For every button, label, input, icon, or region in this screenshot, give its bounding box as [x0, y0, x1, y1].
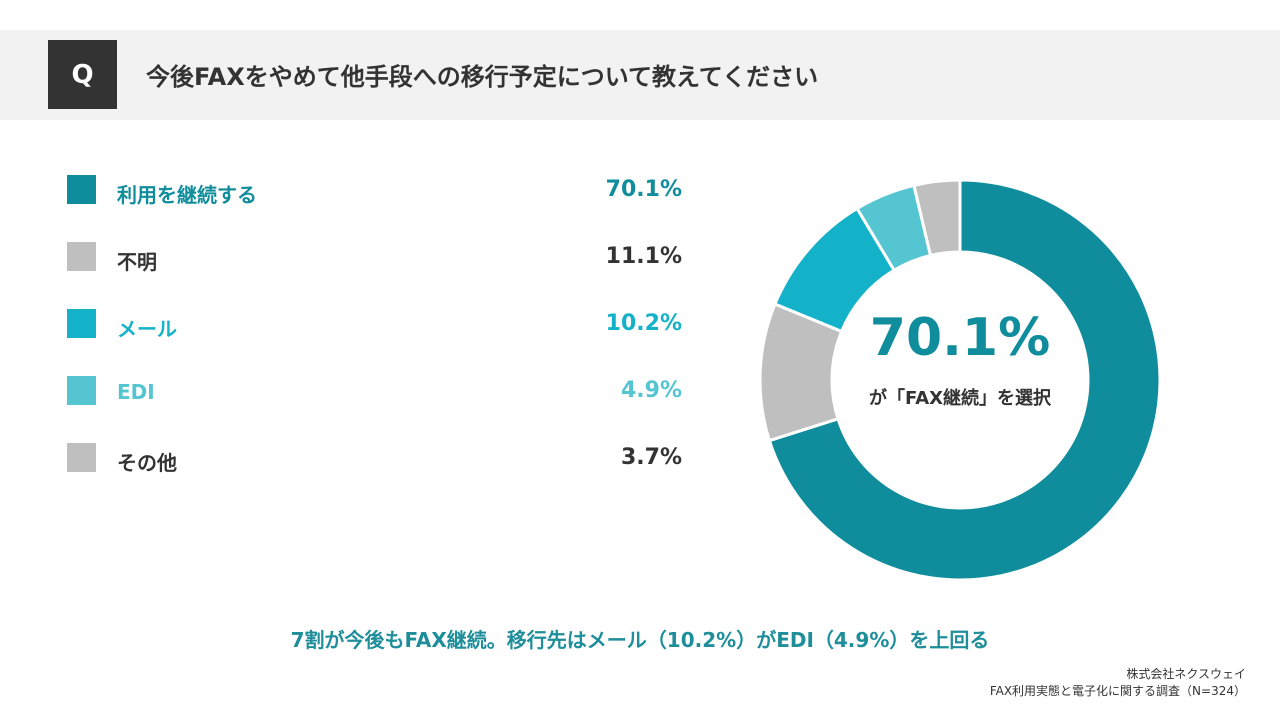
legend-row: 不明 11.1% — [67, 242, 682, 282]
legend-value: 3.7% — [620, 445, 682, 470]
legend-row: メール 10.2% — [67, 309, 682, 349]
legend-swatch — [67, 242, 96, 271]
donut-slice — [912, 180, 962, 258]
legend-value: 4.9% — [620, 378, 682, 403]
question-title: 今後FAXをやめて他手段への移行予定について教えてください — [146, 63, 819, 91]
legend-swatch — [67, 175, 96, 204]
legend-row: その他 3.7% — [67, 443, 682, 483]
legend-label: EDI — [117, 380, 155, 404]
donut-chart: 70.1% が「FAX継続」を選択 — [760, 180, 1160, 580]
center-value: 70.1% — [869, 308, 1051, 368]
legend-swatch — [67, 309, 96, 338]
footer-survey: FAX利用実態と電子化に関する調査（N=324） — [989, 684, 1246, 698]
footer: 株式会社ネクスウェイ FAX利用実態と電子化に関する調査（N=324） — [990, 666, 1246, 700]
legend-row: EDI 4.9% — [67, 376, 682, 416]
footer-company: 株式会社ネクスウェイ — [1126, 667, 1246, 681]
legend-swatch — [67, 376, 96, 405]
summary-text: 7割が今後もFAX継続。移行先はメール（10.2%）がEDI（4.9%）を上回る — [290, 628, 990, 652]
donut-slice — [767, 180, 1160, 580]
legend-swatch — [67, 443, 96, 472]
legend-label: その他 — [117, 451, 177, 475]
donut-svg — [760, 180, 1160, 580]
legend-value: 70.1% — [605, 177, 682, 202]
legend-label: メール — [117, 317, 177, 341]
center-caption: が「FAX継続」を選択 — [868, 388, 1052, 409]
legend-value: 11.1% — [605, 244, 682, 269]
header-band — [0, 30, 1280, 120]
legend-label: 利用を継続する — [117, 183, 257, 207]
question-badge: Q — [48, 40, 117, 109]
legend-label: 不明 — [117, 250, 157, 274]
legend-value: 10.2% — [605, 311, 682, 336]
legend-row: 利用を継続する 70.1% — [67, 175, 682, 215]
